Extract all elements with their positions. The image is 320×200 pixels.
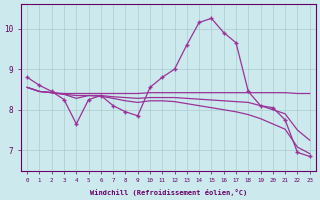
X-axis label: Windchill (Refroidissement éolien,°C): Windchill (Refroidissement éolien,°C)	[90, 189, 247, 196]
